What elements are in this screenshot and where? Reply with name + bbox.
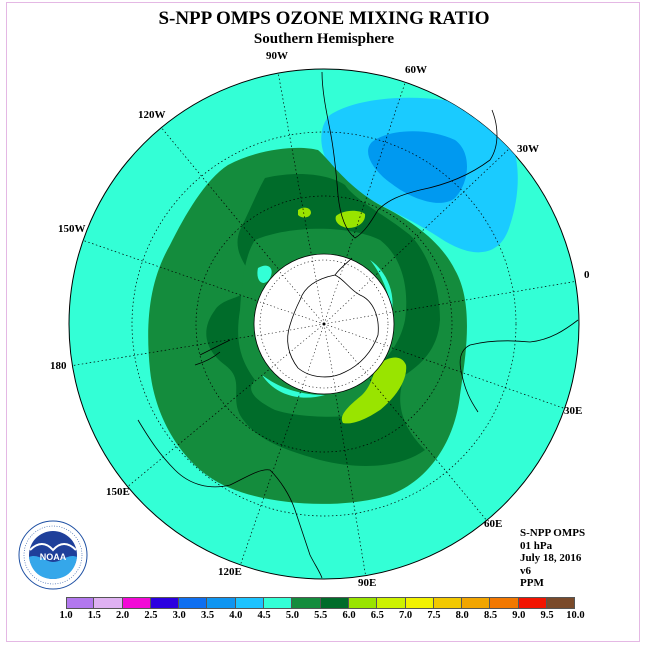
colorbar-swatch bbox=[94, 598, 123, 608]
lon-label-120w: 120W bbox=[138, 109, 166, 121]
colorbar-swatch bbox=[66, 598, 95, 608]
colorbar-tick-label: 7.0 bbox=[399, 610, 413, 621]
colorbar-tick-label: 5.0 bbox=[285, 610, 299, 621]
lon-label-60w: 60W bbox=[405, 64, 427, 76]
contour-region-4-5-inner bbox=[257, 260, 393, 398]
colorbar-swatch bbox=[547, 598, 576, 608]
colorbar-swatch bbox=[377, 598, 406, 608]
colorbar-tick-label: 10.0 bbox=[566, 610, 585, 621]
colorbar-tick-label: 4.5 bbox=[257, 610, 271, 621]
colorbar-tick-label: 3.5 bbox=[200, 610, 215, 621]
info-box: S-NPP OMPS 01 hPa July 18, 2016 v6 PPM bbox=[520, 527, 585, 590]
colorbar-tick-label: 6.5 bbox=[370, 610, 384, 621]
colorbar-swatch bbox=[179, 598, 208, 608]
colorbar-tick-label: 5.5 bbox=[314, 610, 328, 621]
colorbar bbox=[66, 597, 576, 609]
colorbar-swatch bbox=[292, 598, 321, 608]
noaa-logo-acronym: NOAA bbox=[40, 552, 67, 562]
colorbar-swatch bbox=[264, 598, 293, 608]
colorbar-swatch bbox=[433, 598, 463, 608]
info-instrument: S-NPP OMPS bbox=[520, 527, 586, 539]
colorbar-swatch bbox=[490, 598, 519, 608]
australia-coastline bbox=[137, 419, 323, 579]
lon-label-30w: 30W bbox=[517, 143, 539, 155]
lon-label-120e: 120E bbox=[218, 566, 242, 578]
new-zealand-coastline bbox=[194, 339, 231, 366]
colorbar-swatch bbox=[518, 598, 548, 608]
info-units: PPM bbox=[520, 577, 544, 589]
lon-label-180: 180 bbox=[50, 360, 67, 372]
colorbar-tick-label: 1.5 bbox=[87, 610, 101, 621]
lon-label-90w: 90W bbox=[266, 50, 288, 62]
colorbar-tick-label: 2.5 bbox=[144, 610, 158, 621]
colorbar-swatch bbox=[405, 598, 434, 608]
colorbar-tick-label: 8.0 bbox=[455, 610, 469, 621]
lon-label-90e: 90E bbox=[358, 577, 377, 589]
colorbar-swatch bbox=[207, 598, 236, 608]
south-america-coastline bbox=[321, 71, 498, 239]
contour-region-3-5 bbox=[368, 131, 468, 203]
colorbar-swatch bbox=[122, 598, 151, 608]
info-pressure-level: 01 hPa bbox=[520, 539, 553, 552]
colorbar-tick-label: 8.5 bbox=[483, 610, 498, 621]
lon-label-30e: 30E bbox=[564, 405, 583, 417]
colorbar-tick-label: 9.0 bbox=[512, 610, 526, 621]
colorbar-tick-label: 3.0 bbox=[172, 610, 186, 621]
colorbar-tick-label: 4.0 bbox=[229, 610, 243, 621]
colorbar-swatch bbox=[348, 598, 378, 608]
contour-region-6-0-b bbox=[335, 210, 366, 228]
colorbar-ticks: 1.0 1.5 2.0 2.5 3.0 3.5 4.0 4.5 5.0 5.5 6.0 6.5 7.0 7… bbox=[0, 610, 648, 624]
colorbar-tick-label: 2.0 bbox=[116, 610, 130, 621]
colorbar-swatch bbox=[462, 598, 491, 608]
colorbar-swatch bbox=[150, 598, 180, 608]
lon-label-150w: 150W bbox=[58, 223, 86, 235]
lon-label-150e: 150E bbox=[106, 486, 130, 498]
contour-region-6-0-c bbox=[298, 207, 311, 218]
info-date: July 18, 2016 bbox=[520, 552, 582, 564]
colorbar-tick-label: 9.5 bbox=[540, 610, 554, 621]
contour-region-6-0-a bbox=[341, 357, 407, 424]
lon-label-60e: 60E bbox=[484, 518, 503, 530]
south-pole-marker bbox=[322, 322, 326, 326]
antarctica-coastline bbox=[287, 257, 379, 378]
colorbar-tick-label: 1.0 bbox=[59, 610, 73, 621]
colorbar-swatch bbox=[320, 598, 349, 608]
map-subtitle: Southern Hemisphere bbox=[253, 31, 395, 47]
info-version: v6 bbox=[520, 564, 531, 577]
colorbar-tick-label: 6.0 bbox=[342, 610, 356, 621]
lon-label-0: 0 bbox=[584, 269, 590, 281]
colorbar-tick-label: 7.5 bbox=[427, 610, 441, 621]
colorbar-swatch bbox=[235, 598, 265, 608]
map-title: S-NPP OMPS OZONE MIXING RATIO bbox=[158, 8, 490, 29]
africa-coastline bbox=[459, 319, 579, 413]
pole-graticule bbox=[255, 256, 393, 393]
noaa-logo-icon: NOAA bbox=[18, 520, 88, 590]
